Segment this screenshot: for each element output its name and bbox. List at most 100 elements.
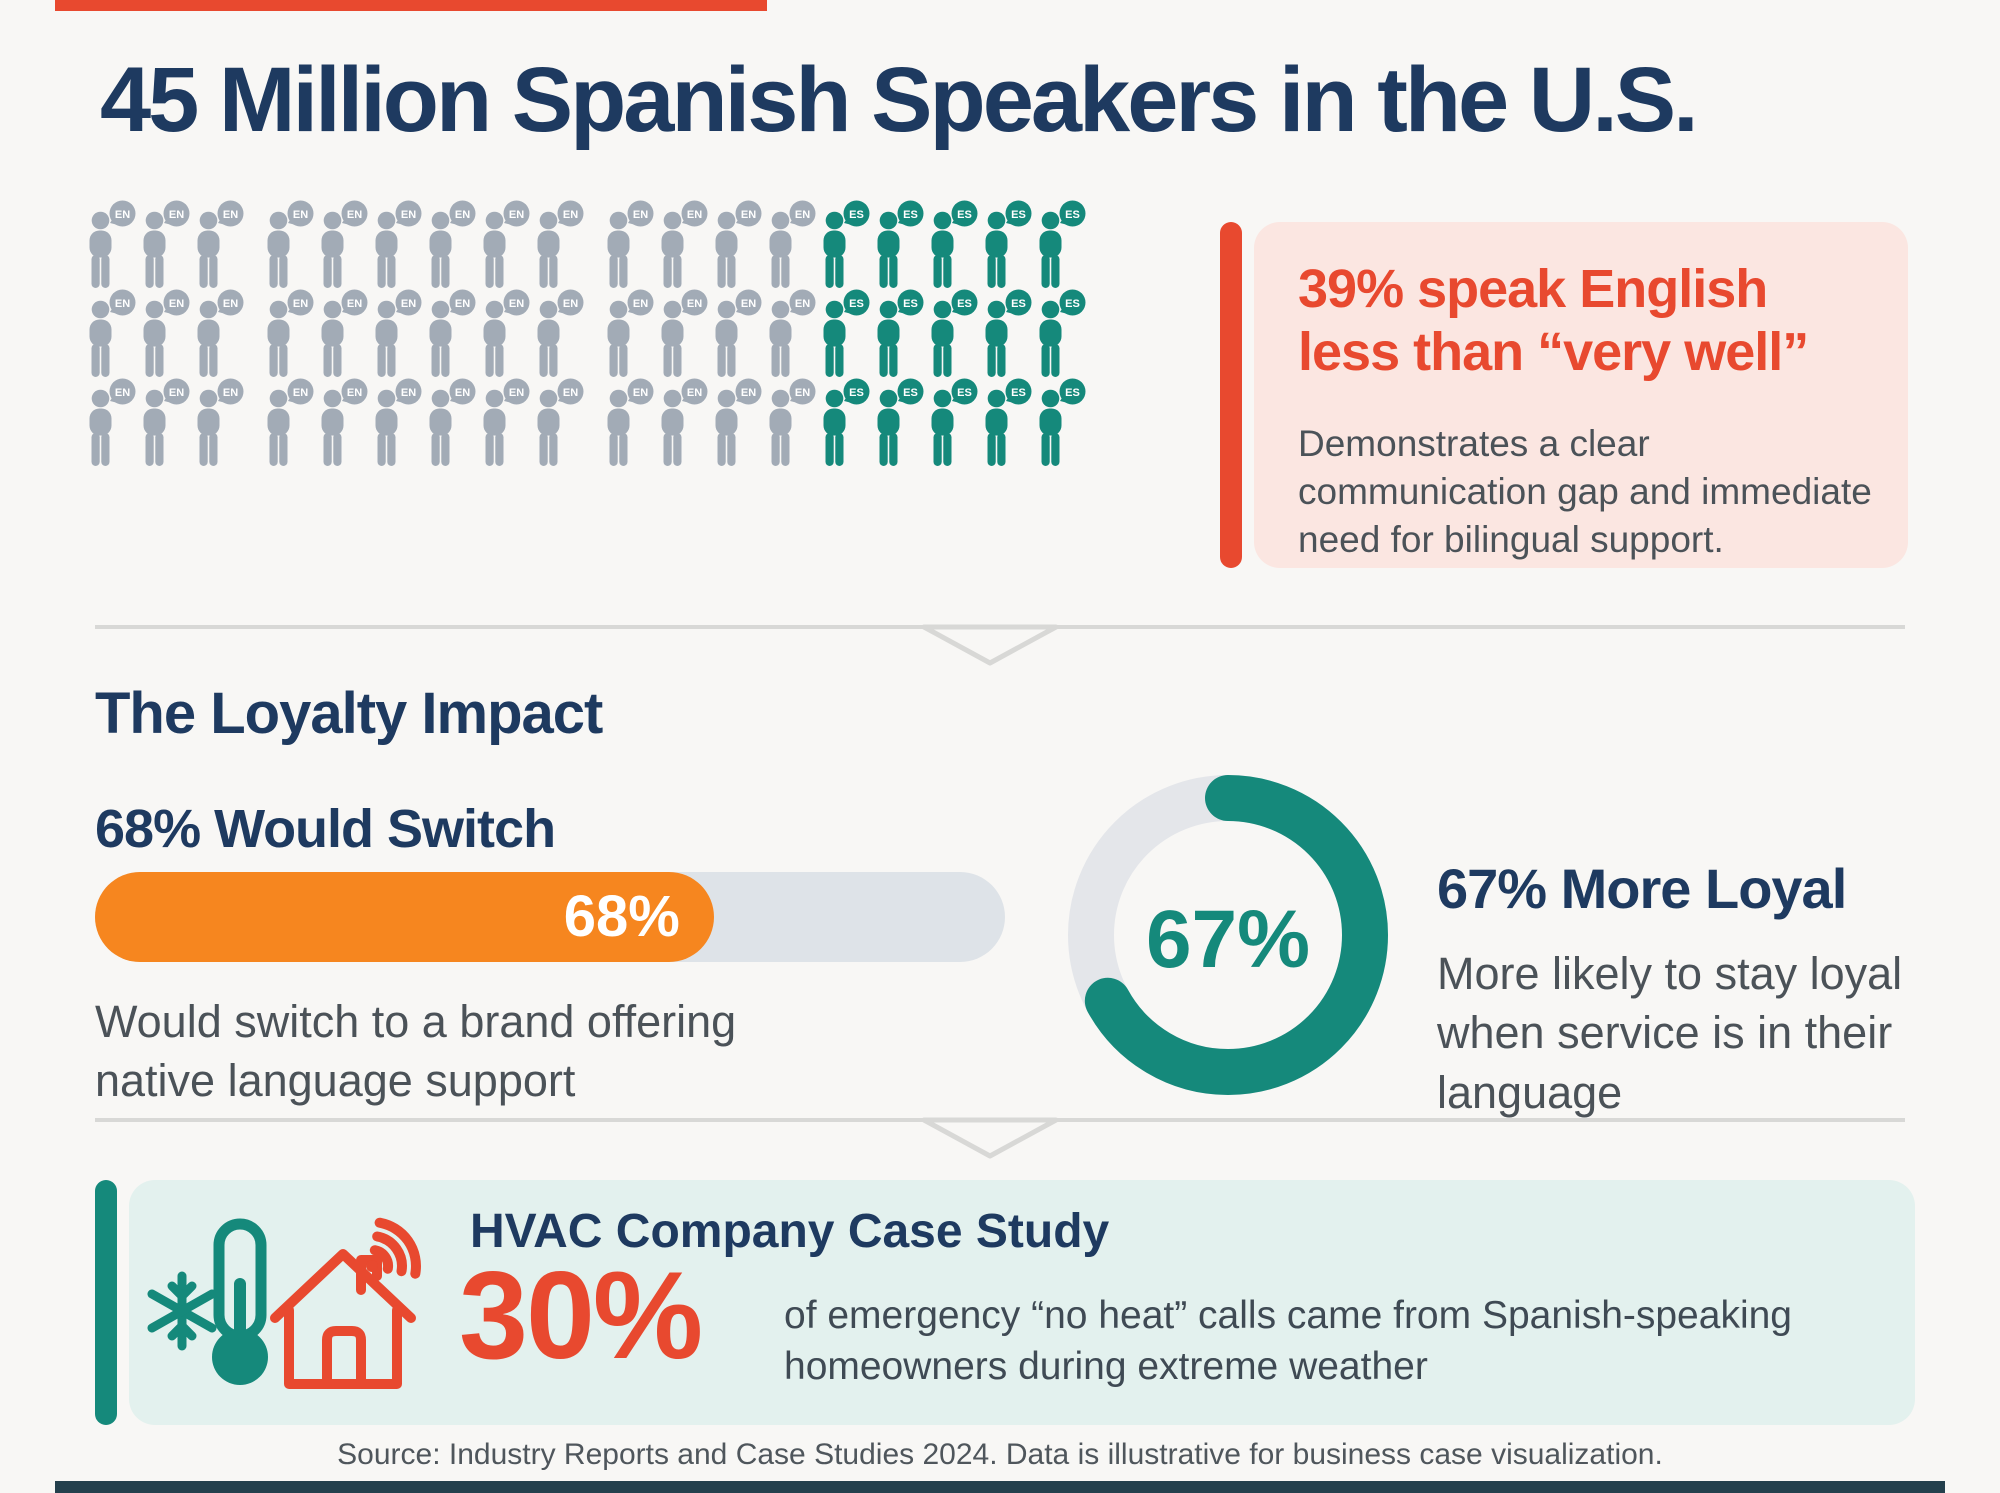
pictogram-row: EN EN EN EN: [85, 289, 1089, 381]
person-en-icon: EN: [607, 289, 654, 377]
person-en-icon: EN: [661, 200, 708, 288]
svg-text:EN: EN: [795, 387, 810, 399]
svg-text:EN: EN: [401, 298, 416, 310]
top-accent-bar: [55, 0, 767, 11]
person-en-icon: EN: [143, 378, 190, 466]
person-en-icon: EN: [267, 378, 314, 466]
svg-text:EN: EN: [563, 387, 578, 399]
loyalty-donut-chart: [1068, 775, 1388, 1095]
svg-text:EN: EN: [223, 209, 238, 221]
switch-progress-track: 68%: [95, 872, 1005, 962]
person-es-icon: ES: [823, 378, 870, 466]
would-switch-description: Would switch to a brand offering native …: [95, 996, 737, 1107]
svg-text:ES: ES: [957, 387, 972, 399]
svg-text:EN: EN: [563, 209, 578, 221]
person-en-icon: EN: [267, 289, 314, 377]
person-en-icon: EN: [321, 289, 368, 377]
person-es-icon: ES: [877, 378, 924, 466]
svg-text:ES: ES: [849, 298, 864, 310]
svg-text:EN: EN: [169, 209, 184, 221]
svg-text:EN: EN: [169, 387, 184, 399]
svg-text:EN: EN: [509, 298, 524, 310]
divider-notch-icon: [921, 1117, 1059, 1159]
svg-text:ES: ES: [903, 387, 918, 399]
more-loyal-heading: 67% More Loyal: [1437, 857, 1847, 920]
person-en-icon: EN: [483, 289, 530, 377]
svg-text:EN: EN: [795, 209, 810, 221]
person-en-icon: EN: [197, 289, 244, 377]
person-en-icon: EN: [607, 200, 654, 288]
person-es-icon: ES: [931, 289, 978, 377]
svg-text:ES: ES: [1011, 387, 1026, 399]
person-en-icon: EN: [321, 378, 368, 466]
svg-text:ES: ES: [903, 209, 918, 221]
case-study-stat: 30%: [459, 1247, 703, 1385]
svg-text:EN: EN: [741, 209, 756, 221]
svg-text:EN: EN: [347, 209, 362, 221]
person-en-icon: EN: [197, 200, 244, 288]
page-title: 45 Million Spanish Speakers in the U.S.: [100, 49, 1699, 151]
svg-text:EN: EN: [455, 209, 470, 221]
svg-text:EN: EN: [293, 298, 308, 310]
person-en-icon: EN: [375, 378, 422, 466]
svg-text:EN: EN: [223, 387, 238, 399]
case-study-heading: HVAC Company Case Study: [470, 1205, 1110, 1258]
svg-text:EN: EN: [223, 298, 238, 310]
person-es-icon: ES: [877, 200, 924, 288]
person-en-icon: EN: [89, 200, 136, 288]
switch-progress-fill: 68%: [95, 872, 714, 962]
svg-text:EN: EN: [633, 298, 648, 310]
person-en-icon: EN: [429, 289, 476, 377]
svg-text:EN: EN: [509, 209, 524, 221]
svg-text:EN: EN: [633, 387, 648, 399]
person-en-icon: EN: [537, 200, 584, 288]
person-es-icon: ES: [1039, 289, 1086, 377]
svg-text:EN: EN: [741, 298, 756, 310]
callout-heading: 39% speak English less than “very well”: [1298, 259, 1809, 383]
pictogram-row: EN EN EN EN: [85, 200, 1089, 292]
svg-text:ES: ES: [849, 209, 864, 221]
thermometer-icon: [212, 1218, 268, 1385]
svg-text:ES: ES: [1065, 298, 1080, 310]
hvac-case-study-card: HVAC Company Case Study 30% of emergency…: [129, 1180, 1915, 1425]
svg-text:EN: EN: [633, 209, 648, 221]
person-es-icon: ES: [931, 200, 978, 288]
svg-text:EN: EN: [687, 209, 702, 221]
person-en-icon: EN: [715, 289, 762, 377]
svg-text:EN: EN: [509, 387, 524, 399]
svg-text:ES: ES: [1065, 387, 1080, 399]
person-es-icon: ES: [985, 289, 1032, 377]
svg-text:EN: EN: [401, 209, 416, 221]
person-en-icon: EN: [375, 289, 422, 377]
more-loyal-description: More likely to stay loyal when service i…: [1437, 948, 1903, 1118]
person-en-icon: EN: [769, 289, 816, 377]
switch-progress-label: 68%: [563, 884, 680, 949]
svg-text:ES: ES: [957, 298, 972, 310]
person-en-icon: EN: [715, 200, 762, 288]
english-proficiency-callout: 39% speak English less than “very well” …: [1254, 222, 1908, 568]
case-study-accent-bar: [95, 1180, 117, 1425]
svg-text:EN: EN: [741, 387, 756, 399]
svg-text:EN: EN: [687, 387, 702, 399]
person-en-icon: EN: [429, 378, 476, 466]
svg-text:EN: EN: [455, 387, 470, 399]
person-es-icon: ES: [823, 200, 870, 288]
svg-text:ES: ES: [903, 298, 918, 310]
source-note: Source: Industry Reports and Case Studie…: [337, 1438, 1663, 1471]
svg-text:EN: EN: [347, 387, 362, 399]
divider-notch-icon: [921, 624, 1059, 666]
hvac-icons: [147, 1217, 421, 1389]
person-en-icon: EN: [321, 200, 368, 288]
loyalty-section-heading: The Loyalty Impact: [95, 681, 603, 746]
person-es-icon: ES: [877, 289, 924, 377]
svg-text:EN: EN: [347, 298, 362, 310]
svg-text:EN: EN: [687, 298, 702, 310]
pictogram-row: EN EN EN EN: [85, 378, 1089, 470]
person-es-icon: ES: [985, 200, 1032, 288]
svg-text:EN: EN: [293, 209, 308, 221]
person-en-icon: EN: [89, 378, 136, 466]
person-en-icon: EN: [143, 289, 190, 377]
person-en-icon: EN: [429, 200, 476, 288]
svg-text:ES: ES: [849, 387, 864, 399]
svg-text:EN: EN: [795, 298, 810, 310]
